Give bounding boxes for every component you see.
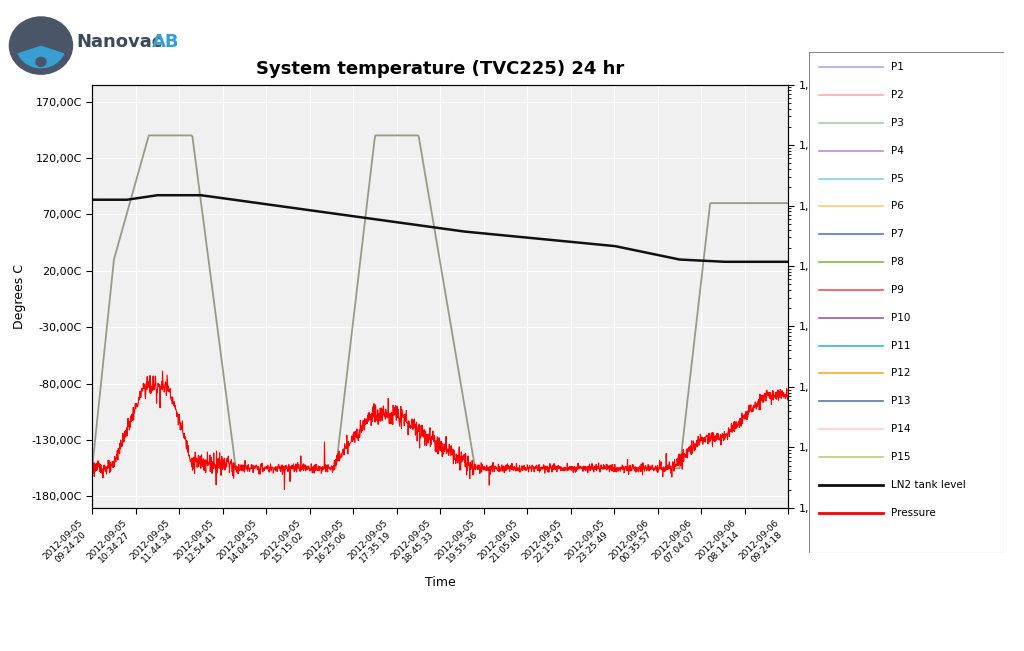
Text: P13: P13 (891, 396, 910, 406)
Circle shape (8, 16, 74, 75)
Text: AB: AB (152, 33, 179, 51)
Text: Nanovac: Nanovac (77, 33, 163, 51)
Text: LN2 tank level: LN2 tank level (891, 480, 966, 490)
Text: P11: P11 (891, 340, 910, 351)
Wedge shape (17, 46, 65, 68)
Text: P15: P15 (891, 452, 910, 462)
Text: P6: P6 (891, 201, 903, 212)
Text: P1: P1 (891, 62, 903, 72)
Title: System temperature (TVC225) 24 hr: System temperature (TVC225) 24 hr (256, 59, 625, 77)
X-axis label: Time: Time (425, 575, 456, 589)
Text: Pressure: Pressure (891, 508, 936, 518)
Text: P14: P14 (891, 424, 910, 434)
Circle shape (51, 33, 62, 43)
Circle shape (19, 33, 31, 43)
Text: P9: P9 (891, 285, 903, 295)
Text: P10: P10 (891, 312, 910, 323)
Text: P4: P4 (891, 146, 903, 156)
Text: P7: P7 (891, 229, 903, 239)
Text: P8: P8 (891, 257, 903, 267)
Y-axis label: Degrees C: Degrees C (13, 264, 26, 329)
Text: P12: P12 (891, 368, 910, 378)
Text: P3: P3 (891, 118, 903, 128)
Y-axis label: Chamber pressure (mbar): Chamber pressure (mbar) (861, 219, 874, 373)
Circle shape (35, 57, 47, 67)
Text: P2: P2 (891, 90, 903, 100)
Text: P5: P5 (891, 174, 903, 184)
FancyBboxPatch shape (809, 52, 1004, 553)
